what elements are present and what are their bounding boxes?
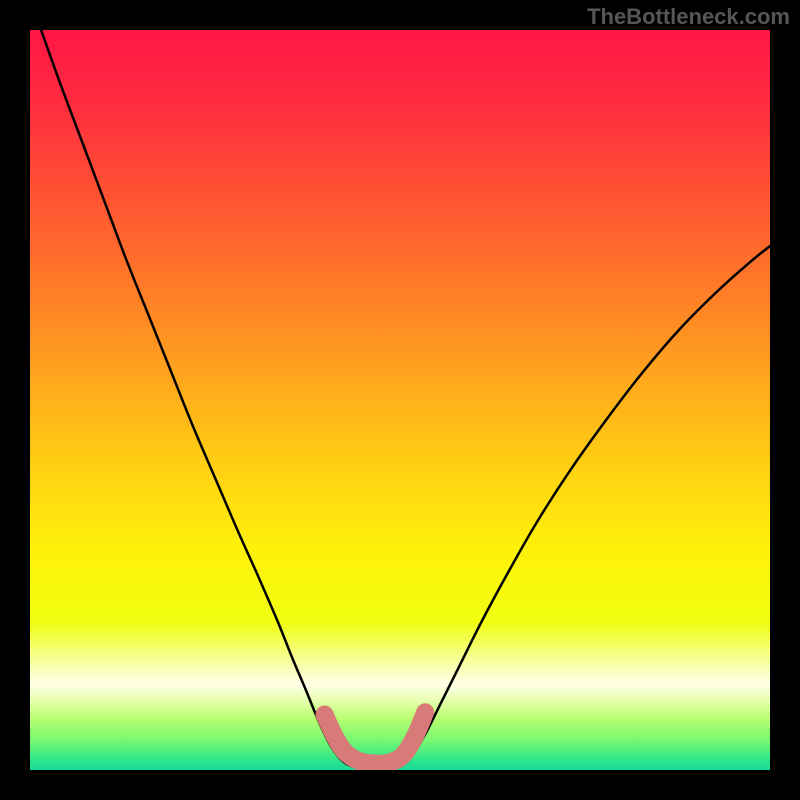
chart-container: TheBottleneck.com <box>0 0 800 800</box>
heat-gradient-area <box>30 30 770 770</box>
watermark-text: TheBottleneck.com <box>587 4 790 30</box>
bottleneck-chart <box>0 0 800 800</box>
